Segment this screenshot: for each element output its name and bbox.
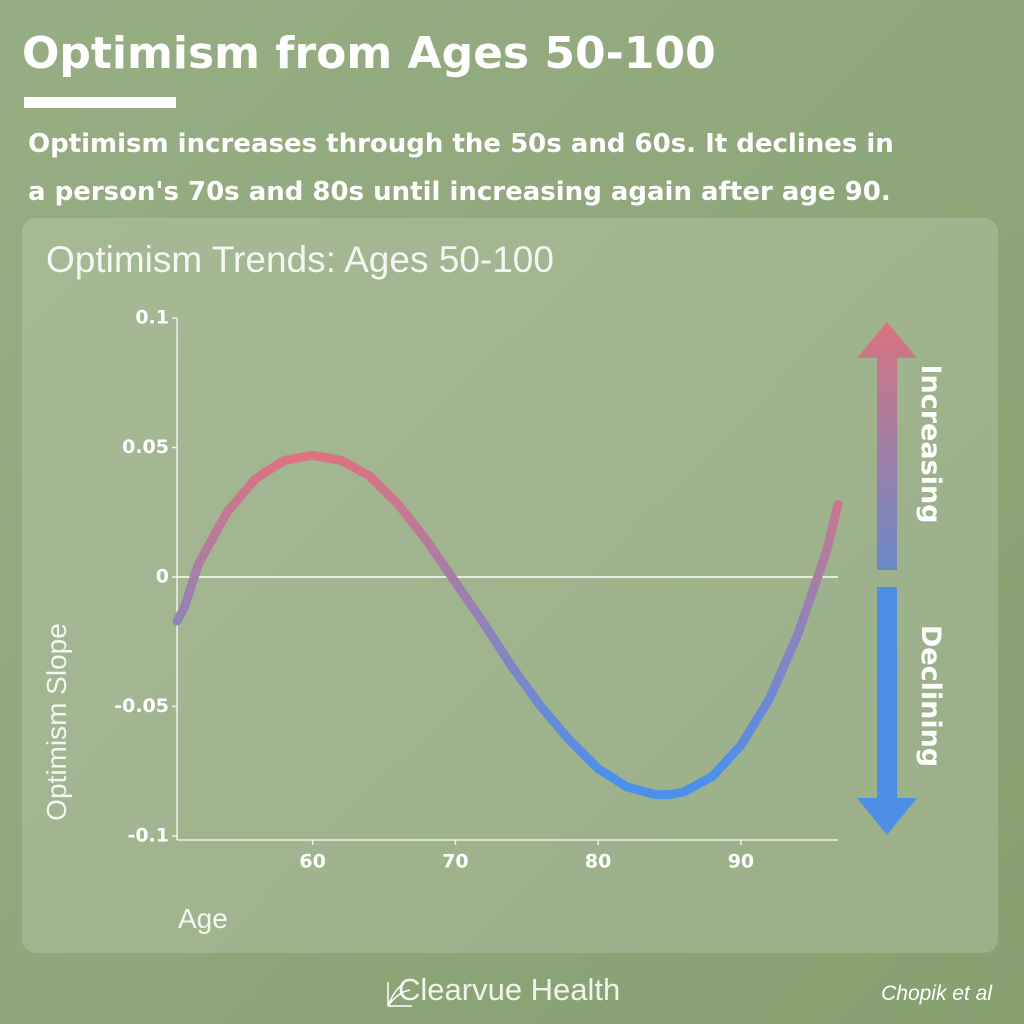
brand-logo bbox=[387, 982, 412, 1007]
arrow-label: Increasing bbox=[915, 365, 946, 524]
x-axis-label: Age bbox=[178, 903, 228, 934]
brand-name: Clearvue Health bbox=[398, 972, 620, 1007]
y-tick-label: -0.1 bbox=[127, 825, 169, 847]
y-tick-label: 0.05 bbox=[122, 436, 169, 458]
y-tick-label: -0.05 bbox=[114, 695, 169, 717]
declining-arrow bbox=[857, 587, 917, 835]
arrow-label: Declining bbox=[915, 625, 946, 767]
x-tick-label: 70 bbox=[442, 851, 468, 873]
title-underline bbox=[24, 97, 176, 108]
page-title: Optimism from Ages 50-100 bbox=[22, 28, 716, 79]
increasing-arrow bbox=[857, 322, 917, 570]
x-tick-label: 80 bbox=[585, 851, 611, 873]
subtitle-line: Optimism increases through the 50s and 6… bbox=[28, 129, 894, 159]
y-tick-label: 0 bbox=[156, 566, 169, 588]
trend-line bbox=[172, 450, 843, 800]
x-tick-label: 60 bbox=[299, 851, 325, 873]
x-tick-label: 90 bbox=[728, 851, 754, 873]
chart-panel bbox=[22, 218, 998, 953]
y-tick-label: 0.1 bbox=[135, 307, 169, 329]
subtitle-line: a person's 70s and 80s until increasing … bbox=[28, 177, 891, 207]
source-credit: Chopik et al bbox=[881, 982, 993, 1005]
chart-title: Optimism Trends: Ages 50-100 bbox=[46, 239, 554, 280]
y-axis-label: Optimism Slope bbox=[41, 623, 72, 821]
